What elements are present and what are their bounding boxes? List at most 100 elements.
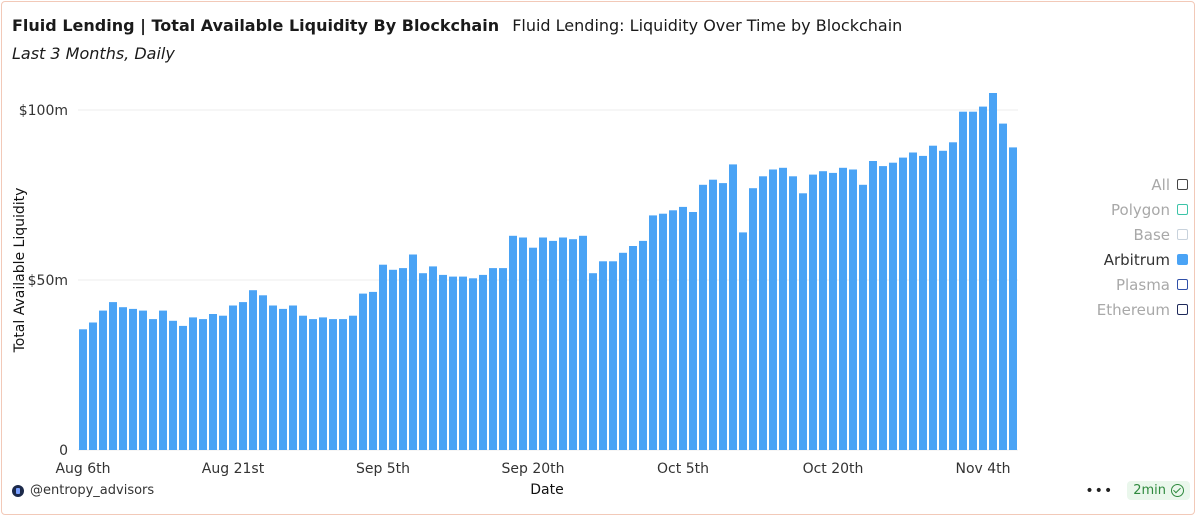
bar[interactable] [149, 319, 157, 450]
bar[interactable] [859, 184, 867, 451]
bar[interactable] [899, 157, 907, 450]
bar[interactable] [839, 167, 847, 451]
bar[interactable] [419, 273, 427, 450]
bar[interactable] [779, 167, 787, 451]
bar[interactable] [159, 310, 167, 450]
bar[interactable] [609, 261, 617, 450]
bar[interactable] [869, 161, 877, 450]
bar[interactable] [529, 247, 537, 450]
bar[interactable] [649, 215, 657, 450]
bar[interactable] [639, 240, 647, 450]
bar[interactable] [249, 290, 257, 450]
bar[interactable] [829, 172, 837, 450]
legend-item-polygon[interactable]: Polygon [1068, 197, 1188, 222]
bar[interactable] [809, 174, 817, 450]
bar[interactable] [939, 150, 947, 451]
bar[interactable] [579, 235, 587, 450]
bar[interactable] [519, 237, 527, 451]
bar[interactable] [549, 240, 557, 450]
bar[interactable] [669, 210, 677, 450]
bar[interactable] [239, 302, 247, 450]
bar[interactable] [279, 308, 287, 450]
bar[interactable] [459, 276, 467, 450]
bar[interactable] [209, 314, 217, 450]
bar[interactable] [749, 188, 757, 450]
bar[interactable] [789, 176, 797, 451]
bar[interactable] [989, 93, 997, 450]
bar[interactable] [319, 317, 327, 450]
bar[interactable] [509, 235, 517, 450]
bar[interactable] [929, 145, 937, 450]
bar[interactable] [89, 322, 97, 451]
bar[interactable] [499, 268, 507, 450]
bar[interactable] [269, 305, 277, 451]
bar[interactable] [569, 239, 577, 450]
bar[interactable] [139, 310, 147, 450]
bar[interactable] [959, 111, 967, 450]
bar[interactable] [679, 206, 687, 450]
bar[interactable] [109, 302, 117, 450]
bar[interactable] [729, 164, 737, 450]
bar[interactable] [199, 319, 207, 450]
bar[interactable] [359, 293, 367, 450]
bar[interactable] [539, 237, 547, 451]
bar[interactable] [799, 193, 807, 451]
bar[interactable] [559, 237, 567, 451]
more-options-icon[interactable]: ••• [1085, 482, 1114, 499]
bar[interactable] [469, 278, 477, 450]
legend-item-ethereum[interactable]: Ethereum [1068, 297, 1188, 322]
bar[interactable] [339, 319, 347, 450]
bar[interactable] [979, 106, 987, 450]
bar[interactable] [379, 264, 387, 450]
bar[interactable] [449, 276, 457, 450]
bar[interactable] [399, 268, 407, 450]
author-handle[interactable]: @entropy_advisors [30, 483, 155, 498]
legend-item-arbitrum[interactable]: Arbitrum [1068, 247, 1188, 272]
bar[interactable] [479, 274, 487, 450]
bar[interactable] [969, 111, 977, 450]
bar[interactable] [1009, 147, 1017, 450]
bar[interactable] [189, 317, 197, 450]
bar[interactable] [429, 266, 437, 450]
bar[interactable] [439, 274, 447, 450]
bar[interactable] [349, 315, 357, 450]
bar[interactable] [699, 184, 707, 451]
legend-item-base[interactable]: Base [1068, 222, 1188, 247]
bar[interactable] [409, 254, 417, 451]
legend-item-all[interactable]: All [1068, 172, 1188, 197]
bar[interactable] [309, 319, 317, 450]
bar[interactable] [259, 295, 267, 450]
bar[interactable] [769, 169, 777, 451]
bar[interactable] [179, 325, 187, 450]
legend-item-plasma[interactable]: Plasma [1068, 272, 1188, 297]
bar[interactable] [819, 171, 827, 450]
bar[interactable] [709, 179, 717, 450]
bar[interactable] [119, 307, 127, 450]
bar[interactable] [219, 315, 227, 450]
bar[interactable] [629, 246, 637, 450]
bar[interactable] [919, 155, 927, 450]
bar[interactable] [389, 269, 397, 450]
bar[interactable] [889, 162, 897, 450]
bar[interactable] [719, 183, 727, 450]
bar[interactable] [909, 152, 917, 451]
bar[interactable] [289, 305, 297, 451]
bar[interactable] [599, 261, 607, 450]
bar[interactable] [689, 212, 697, 450]
bar[interactable] [369, 291, 377, 450]
bar[interactable] [879, 166, 887, 450]
bar[interactable] [329, 319, 337, 450]
bar[interactable] [299, 315, 307, 450]
bar[interactable] [99, 310, 107, 450]
bar[interactable] [79, 329, 87, 450]
bar[interactable] [169, 320, 177, 450]
bar[interactable] [999, 123, 1007, 450]
bar[interactable] [949, 142, 957, 451]
bar[interactable] [849, 169, 857, 451]
bar[interactable] [739, 232, 747, 450]
bar[interactable] [659, 213, 667, 450]
bar[interactable] [489, 268, 497, 450]
bar[interactable] [619, 252, 627, 450]
bar[interactable] [229, 305, 237, 451]
bar[interactable] [589, 273, 597, 450]
